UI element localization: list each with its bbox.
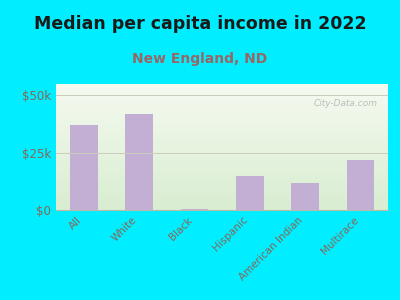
Text: Median per capita income in 2022: Median per capita income in 2022 — [34, 15, 366, 33]
Bar — [346, 160, 374, 210]
Bar — [180, 209, 208, 210]
Text: City-Data.com: City-Data.com — [314, 99, 378, 108]
Bar — [236, 176, 264, 210]
Bar — [291, 182, 319, 210]
Bar — [125, 114, 153, 210]
Text: New England, ND: New England, ND — [132, 52, 268, 66]
Bar — [70, 125, 98, 210]
